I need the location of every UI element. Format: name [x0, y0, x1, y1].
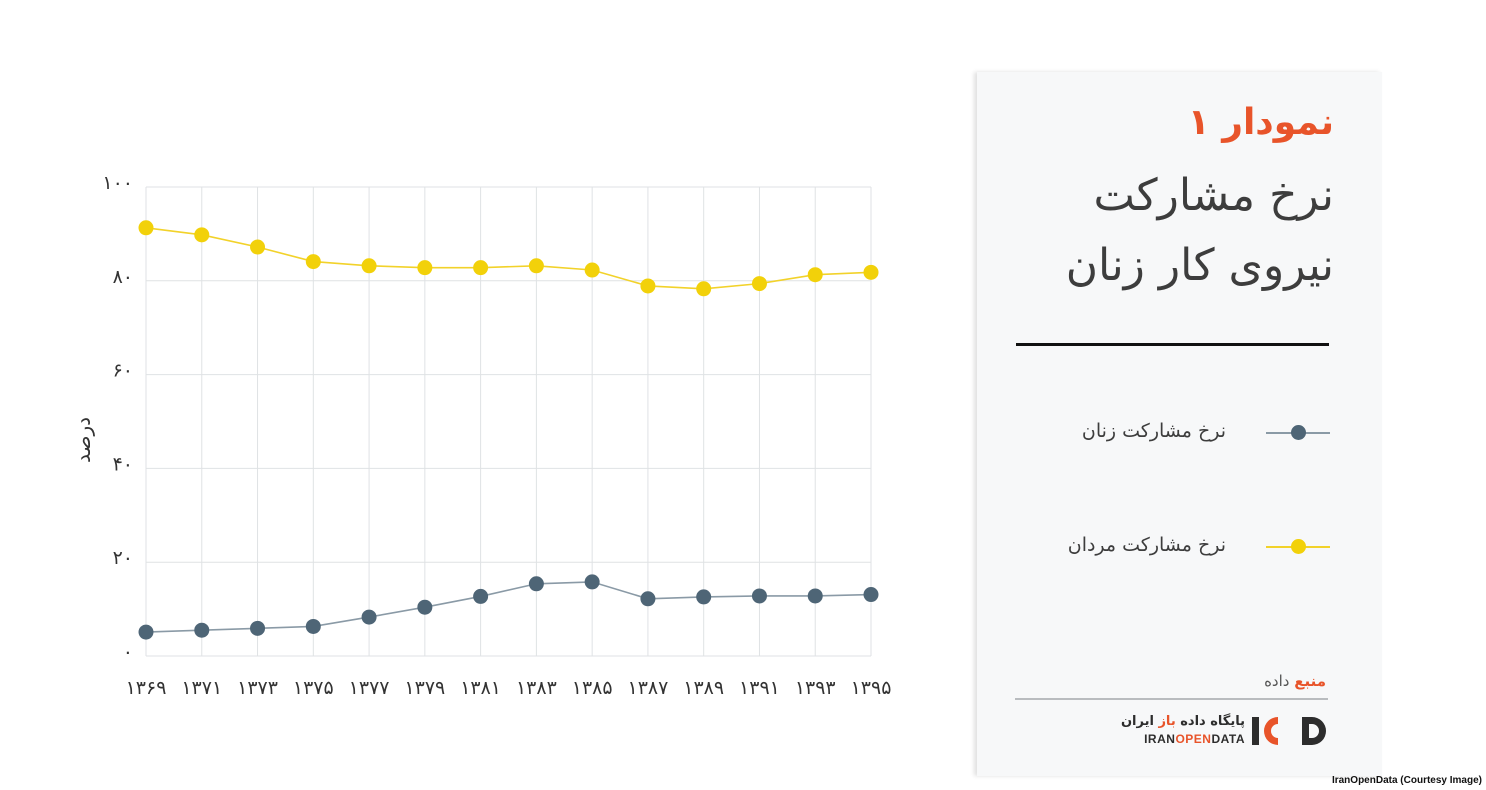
x-tick-label: ۱۳۸۳: [516, 677, 557, 699]
y-axis-ticks: ۰ ۲۰ ۴۰ ۶۰ ۸۰ ۱۰۰: [102, 172, 133, 663]
image-credit: IranOpenData (Courtesy Image): [1331, 775, 1482, 786]
legend-label-women: نرخ مشارکت زنان: [1081, 420, 1226, 442]
logo-english-text: IRANOPENDATA: [1144, 732, 1245, 746]
data-point: [417, 260, 433, 276]
x-tick-label: ۱۳۷۷: [349, 677, 390, 699]
x-tick-label: ۱۳۶۹: [126, 677, 167, 699]
y-tick-label: ۱۰۰: [102, 172, 133, 194]
data-point: [473, 588, 489, 604]
chart-info-panel: نمودار ۱ نرخ مشارکت نیروی کار زنان نرخ م…: [977, 72, 1382, 776]
logo-persian-post: ایران: [1120, 714, 1159, 729]
line-chart: ۰ ۲۰ ۴۰ ۶۰ ۸۰ ۱۰۰ ۱۳۶۹ ۱۳۷۱ ۱۳۷۳ ۱۳۷۵ ۱۳۷۷ ۱۳۷۹ ۱۳۸…: [71, 172, 892, 699]
data-point: [417, 599, 433, 615]
data-point: [194, 622, 210, 638]
data-point: [584, 574, 600, 590]
y-tick-label: ۲۰: [113, 547, 133, 569]
data-point: [640, 591, 656, 607]
data-point: [138, 220, 154, 236]
series-0: [138, 220, 879, 297]
data-point: [696, 281, 712, 297]
data-point: [361, 609, 377, 625]
figure-label: نمودار ۱: [1187, 102, 1334, 143]
logo-en-c: DATA: [1211, 732, 1245, 746]
source-accent: منبع: [1294, 672, 1326, 690]
data-point: [640, 278, 656, 294]
data-point: [751, 588, 767, 604]
legend-item-women: نرخ مشارکت زنان: [1000, 418, 1330, 448]
data-point: [138, 624, 154, 640]
x-tick-label: ۱۳۹۱: [739, 677, 780, 699]
data-point: [584, 262, 600, 278]
x-tick-label: ۱۳۸۹: [683, 677, 724, 699]
legend-item-men: نرخ مشارکت مردان: [1000, 532, 1330, 562]
x-tick-label: ۱۳۷۱: [181, 677, 222, 699]
chart-grid: [145, 186, 872, 657]
source-rest: داده: [1264, 672, 1295, 690]
y-tick-label: ۶۰: [113, 360, 133, 382]
data-point: [863, 587, 879, 603]
iod-logo-icon: [1252, 717, 1326, 745]
source-divider: [1015, 698, 1328, 700]
series-1: [138, 574, 879, 640]
x-tick-label: ۱۳۷۳: [237, 677, 278, 699]
data-point: [528, 576, 544, 592]
chart-title-line1: نرخ مشارکت: [1093, 170, 1334, 221]
logo-persian-pre: پایگاه داده: [1175, 714, 1245, 729]
data-point: [194, 227, 210, 243]
x-tick-label: ۱۳۹۳: [795, 677, 836, 699]
legend-label-men: نرخ مشارکت مردان: [1067, 534, 1226, 556]
logo-persian-accent: باز: [1158, 714, 1176, 729]
x-tick-label: ۱۳۷۵: [293, 677, 334, 699]
data-source: منبع داده: [1264, 672, 1326, 690]
legend-marker-women: [1291, 425, 1306, 440]
y-tick-label: ۰: [123, 641, 133, 663]
x-axis-ticks: ۱۳۶۹ ۱۳۷۱ ۱۳۷۳ ۱۳۷۵ ۱۳۷۷ ۱۳۷۹ ۱۳۸۱ ۱۳۸۳ ۱۳۸۵ ۱۳۸۷…: [126, 677, 892, 699]
title-divider: [1016, 343, 1329, 346]
chart-series: [138, 220, 879, 640]
data-point: [250, 620, 266, 636]
iod-logo: پایگاه داده باز ایران IRANOPENDATA: [1121, 714, 1330, 748]
x-tick-label: ۱۳۷۹: [404, 677, 445, 699]
data-point: [807, 588, 823, 604]
data-point: [807, 267, 823, 283]
series-line: [145, 227, 872, 290]
x-tick-label: ۱۳۹۵: [851, 677, 892, 699]
data-point: [696, 589, 712, 605]
x-tick-label: ۱۳۸۱: [460, 677, 501, 699]
y-tick-label: ۸۰: [113, 266, 133, 288]
legend-marker-men: [1291, 539, 1306, 554]
data-point: [305, 254, 321, 270]
data-point: [473, 260, 489, 276]
y-tick-label: ۴۰: [113, 453, 133, 475]
data-point: [361, 258, 377, 274]
y-axis-label: درصد: [71, 417, 95, 463]
x-tick-label: ۱۳۸۵: [572, 677, 613, 699]
data-point: [528, 258, 544, 274]
data-point: [250, 239, 266, 255]
series-line: [145, 581, 872, 633]
logo-persian-text: پایگاه داده باز ایران: [1121, 714, 1245, 729]
data-point: [305, 618, 321, 634]
data-point: [751, 276, 767, 292]
chart-title-line2: نیروی کار زنان: [1065, 240, 1334, 291]
x-tick-label: ۱۳۸۷: [628, 677, 669, 699]
data-point: [863, 264, 879, 280]
logo-en-a: IRAN: [1144, 732, 1176, 746]
logo-en-b: OPEN: [1175, 732, 1212, 746]
